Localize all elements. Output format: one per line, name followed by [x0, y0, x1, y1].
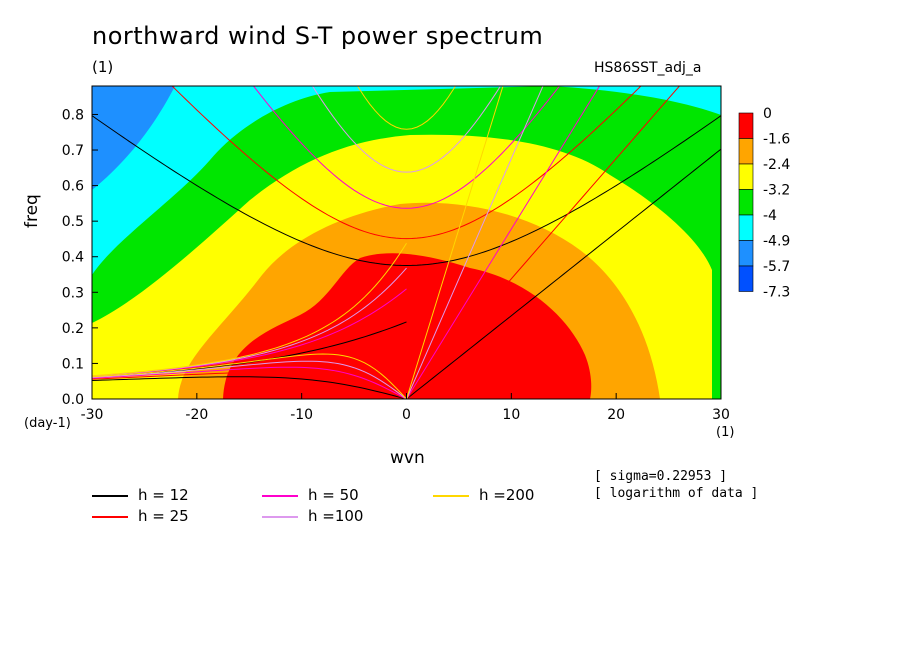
- y-axis-unit: (day-1): [24, 416, 71, 431]
- y-tick: 0.0: [62, 392, 98, 408]
- x-tick-label: -20: [185, 407, 208, 423]
- y-tick-label: 0.2: [62, 321, 84, 337]
- contour-fills: [92, 86, 721, 399]
- y-tick: 0.2: [62, 321, 98, 337]
- x-tick-label: -10: [290, 407, 313, 423]
- colorbar-label: -7.3: [763, 285, 790, 301]
- x-tick: 20: [607, 393, 625, 423]
- sigma-note: [ sigma=0.22953 ]: [594, 469, 728, 484]
- legend-label: h = 50: [308, 486, 359, 504]
- gravity-wave-line: [357, 86, 456, 130]
- y-tick: 0.1: [62, 356, 98, 372]
- run-name: HS86SST_adj_a: [594, 60, 702, 76]
- legend-swatch: [262, 515, 298, 518]
- rossby-wave-line: [92, 353, 407, 399]
- colorbar-swatch: [738, 214, 754, 241]
- gravity-wave-line: [252, 86, 561, 209]
- y-tick-label: 0.8: [62, 107, 84, 123]
- legend-item: h = 25: [92, 507, 189, 525]
- colorbar-swatch: [738, 112, 754, 139]
- colorbar-label: -4.9: [763, 234, 790, 250]
- y-tick-label: 0.0: [62, 392, 84, 408]
- y-tick-label: 0.5: [62, 214, 84, 230]
- kelvin-wave-line: [406, 148, 721, 399]
- x-tick: 10: [502, 393, 520, 423]
- legend-label: h =200: [479, 486, 535, 504]
- y-tick: 0.7: [62, 143, 98, 159]
- region-level-1.6: [223, 253, 592, 399]
- rossby-wave-line: [92, 366, 407, 399]
- x-tick: 30: [712, 393, 730, 423]
- y-tick-label: 0.3: [62, 285, 84, 301]
- dispersion-curves: [92, 86, 721, 399]
- y-tick: 0.3: [62, 285, 98, 301]
- x-tick-label: 30: [712, 407, 730, 423]
- legend-label: h =100: [308, 507, 364, 525]
- colorbar-label: -2.4: [763, 157, 790, 173]
- gravity-wave-line: [92, 115, 721, 266]
- y-tick: 0.6: [62, 179, 98, 195]
- legend-swatch: [92, 494, 128, 497]
- x-tick-label: -30: [81, 407, 104, 423]
- legend-item: h =200: [433, 486, 534, 504]
- legend-swatch: [433, 494, 469, 497]
- x-axis-label: wvn: [390, 448, 425, 468]
- legend-label: h = 25: [138, 507, 189, 525]
- mixed-wave-line: [92, 242, 407, 377]
- x-tick: -20: [185, 393, 208, 423]
- rossby-wave-line: [92, 376, 407, 399]
- y-tick-label: 0.4: [62, 250, 84, 266]
- color-bar: 0 -1.6 -2.4 -3.2 -4 -4.9 -5.7 -7.3: [738, 106, 790, 301]
- log-note: [ logarithm of data ]: [594, 486, 759, 501]
- colorbar-label: -1.6: [763, 132, 790, 148]
- gravity-wave-line: [311, 86, 502, 173]
- rossby-wave-line: [92, 360, 407, 399]
- legend-label: h = 12: [138, 486, 189, 504]
- y-tick-label: 0.6: [62, 179, 84, 195]
- rossby-wave-line: [92, 371, 407, 399]
- region-level-5.7: [92, 86, 175, 190]
- colorbar-swatch: [738, 189, 754, 216]
- colorbar-label: 0: [763, 106, 772, 122]
- x-tick-label: 0: [402, 407, 411, 423]
- kelvin-wave-line: [406, 86, 601, 399]
- x-tick: -10: [290, 393, 313, 423]
- colorbar-swatch: [738, 163, 754, 190]
- y-tick-label: 0.1: [62, 356, 84, 372]
- chart-title: northward wind S-T power spectrum: [92, 22, 544, 50]
- x-tick: 0: [402, 393, 411, 423]
- x-tick-label: 10: [502, 407, 520, 423]
- y-tick: 0.4: [62, 250, 98, 266]
- colorbar-swatch: [738, 138, 754, 165]
- gravity-wave-line: [171, 86, 642, 240]
- colorbar-label: -5.7: [763, 259, 790, 275]
- legend-item: h = 12: [92, 486, 189, 504]
- x-axis-unit: (1): [716, 425, 735, 440]
- x-tick: -30: [81, 393, 104, 423]
- kelvin-wave-line: [406, 86, 681, 399]
- y-tick: 0.5: [62, 214, 98, 230]
- legend-swatch: [92, 515, 128, 518]
- plot-axes: -30 -20 -10 0 10 20 30 0.0 0.1 0.2 0.3 0.4 0.5 0.6 0.7…: [62, 85, 730, 423]
- legend-item: h =100: [262, 507, 363, 525]
- colorbar-swatch: [738, 240, 754, 267]
- colorbar-swatch: [738, 265, 754, 292]
- colorbar-label: -4: [763, 208, 777, 224]
- x-tick-label: 20: [607, 407, 625, 423]
- y-tick-label: 0.7: [62, 143, 84, 159]
- y-tick: 0.8: [62, 107, 98, 123]
- colorbar-label: -3.2: [763, 183, 790, 199]
- legend-item: h = 50: [262, 486, 359, 504]
- kelvin-wave-line: [406, 86, 544, 399]
- curve-h-200: [92, 86, 504, 399]
- chart-subtitle: (1): [92, 58, 114, 76]
- legend-swatch: [262, 494, 298, 497]
- kelvin-wave-line: [406, 86, 504, 399]
